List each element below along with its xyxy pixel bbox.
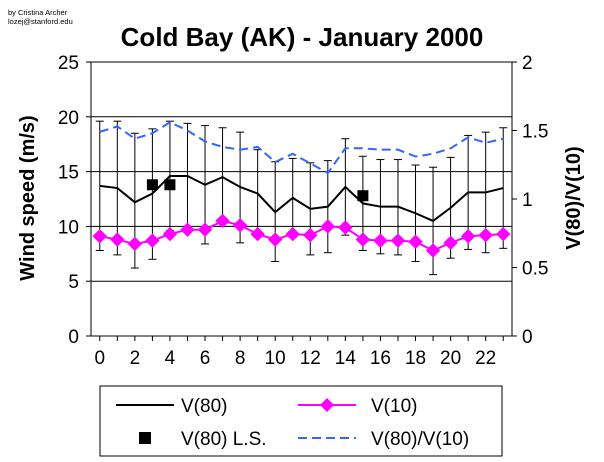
- v80-ls-point: [146, 179, 158, 191]
- v10-point: [496, 226, 511, 242]
- author-email: lozej@stanford.edu: [8, 17, 73, 26]
- author-credit: by Cristina Archer: [8, 8, 68, 17]
- v10-point: [285, 226, 300, 242]
- y-axis-label: Wind speed (m/s): [17, 115, 39, 280]
- legend-label: V(80) L.S.: [181, 429, 267, 450]
- x-tick-label: 20: [440, 348, 461, 369]
- y2-tick-label: 1: [522, 190, 533, 211]
- v10-point: [303, 227, 318, 243]
- x-tick-label: 8: [235, 348, 246, 369]
- x-tick-label: 2: [130, 348, 141, 369]
- v10-point: [338, 220, 353, 235]
- x-tick-label: 10: [265, 348, 286, 369]
- y-tick-label: 10: [58, 217, 79, 238]
- legend-symbol-v80-ls: [139, 432, 151, 444]
- y2-tick-label: 1.5: [522, 122, 548, 143]
- v10-point: [215, 213, 230, 229]
- y2-tick-label: 2: [522, 53, 533, 74]
- x-tick-label: 6: [200, 348, 211, 369]
- x-tick-label: 18: [405, 348, 426, 369]
- v10-point: [460, 229, 476, 244]
- legend-label: V(10): [371, 396, 417, 417]
- x-tick-label: 0: [94, 348, 105, 369]
- v10-point: [425, 243, 441, 258]
- v80-ls-point: [164, 179, 176, 191]
- v10-point: [443, 235, 458, 251]
- y-tick-label: 25: [58, 53, 79, 74]
- v10-point: [145, 233, 160, 248]
- y-tick-label: 15: [58, 163, 79, 184]
- y-tick-label: 20: [58, 108, 79, 129]
- v10-point: [373, 233, 388, 248]
- v10-point: [390, 233, 406, 248]
- v10-point: [355, 232, 371, 247]
- v10-point: [127, 236, 143, 252]
- x-tick-label: 12: [300, 348, 321, 369]
- v10-point: [408, 234, 423, 249]
- x-tick-label: 22: [475, 348, 496, 369]
- v10-point: [110, 232, 125, 247]
- v10-point: [162, 226, 178, 242]
- y-tick-label: 5: [68, 272, 79, 293]
- chart-title: Cold Bay (AK) - January 2000: [121, 22, 484, 52]
- v10-point: [232, 218, 248, 233]
- v10-point: [92, 229, 107, 244]
- v10-point: [478, 227, 493, 243]
- x-tick-label: 14: [335, 348, 357, 369]
- legend: V(80) V(10) V(80) L.S. V(80)/V(10): [99, 385, 503, 457]
- v10-point: [180, 222, 195, 237]
- v10-point: [267, 232, 283, 247]
- legend-label: V(80): [181, 396, 227, 417]
- series-line-v80-v10-ratio: [99, 121, 504, 175]
- y2-tick-label: 0: [522, 327, 533, 348]
- plot-background: [91, 62, 512, 336]
- v80-ls-point: [357, 190, 369, 202]
- series-line-v80: [99, 174, 504, 223]
- y2-axis-label: V(80)/V(10): [563, 146, 585, 249]
- x-tick-label: 16: [370, 348, 391, 369]
- v10-point: [197, 222, 213, 237]
- x-tick-label: 4: [165, 348, 176, 369]
- y-tick-label: 0: [68, 327, 79, 348]
- v10-point: [250, 226, 265, 242]
- legend-diamond-marker: [320, 398, 334, 412]
- legend-label: V(80)/V(10): [371, 429, 469, 450]
- v10-point: [320, 219, 336, 234]
- legend-box: [99, 385, 503, 457]
- y2-tick-label: 0.5: [522, 259, 548, 280]
